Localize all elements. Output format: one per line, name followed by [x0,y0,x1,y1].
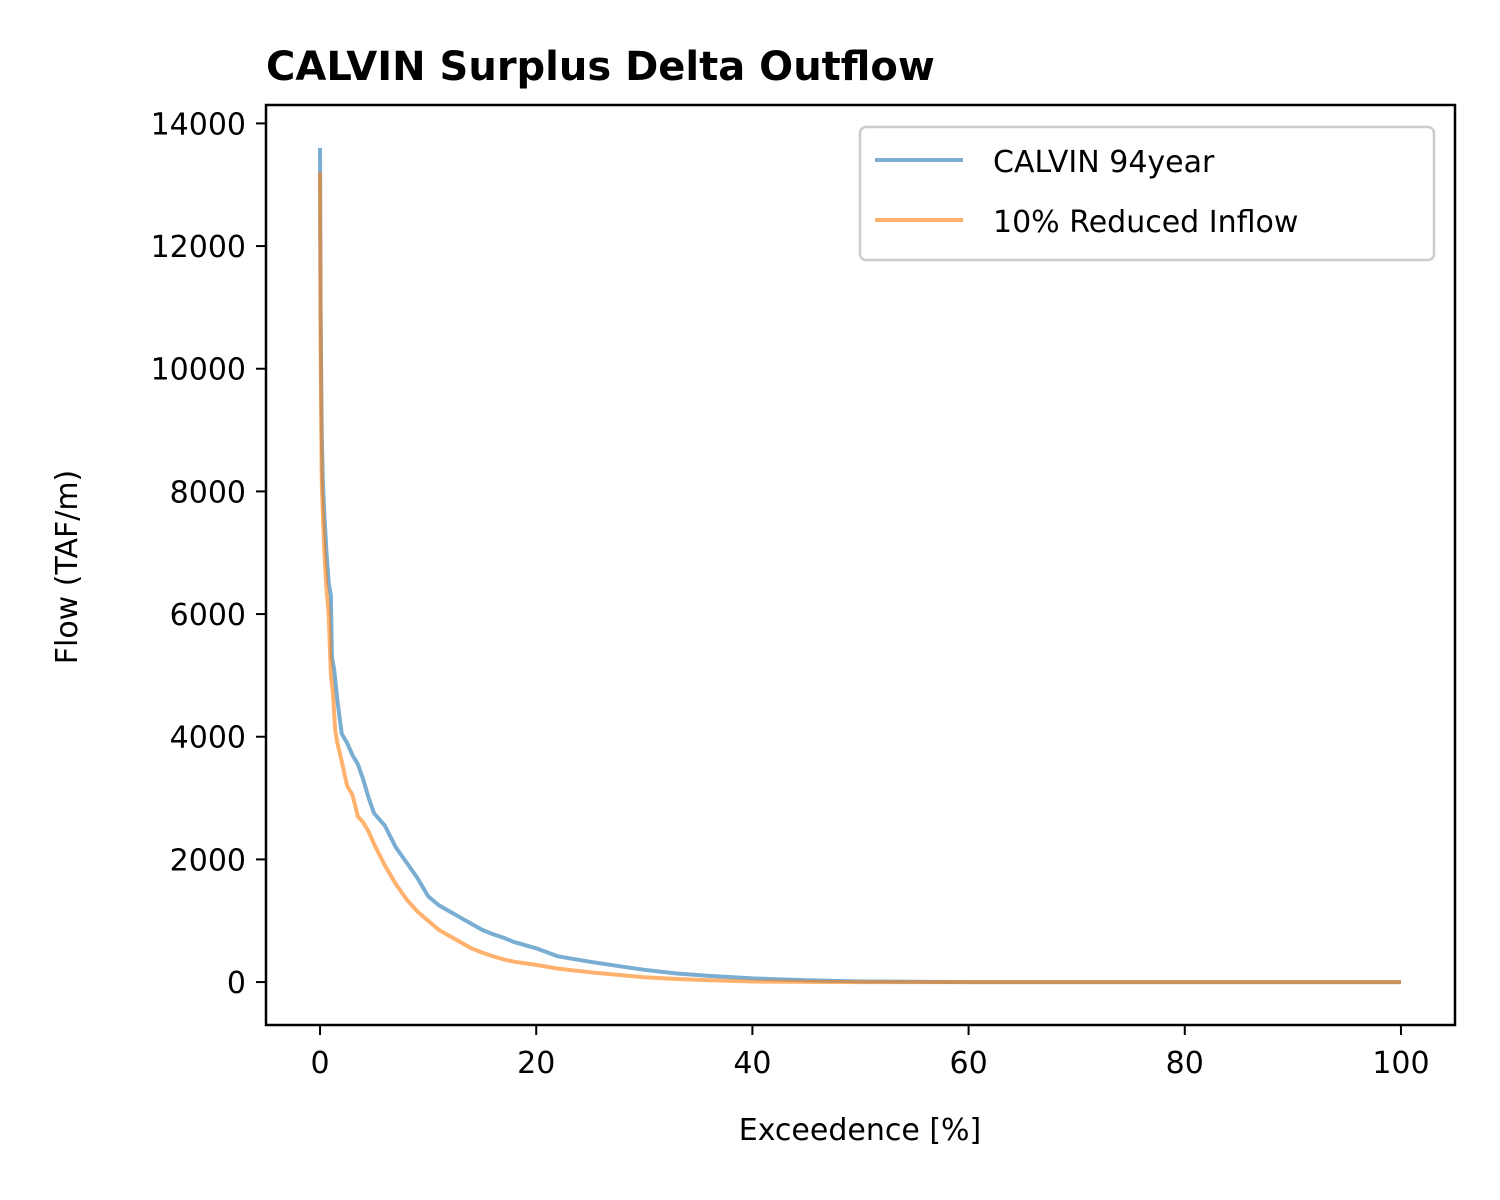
x-tick-label: 40 [733,1046,771,1081]
chart-title: CALVIN Surplus Delta Outflow [266,44,935,90]
x-tick-label: 20 [517,1046,555,1081]
plot-frame [264,103,1457,1027]
y-tick-label: 0 [227,966,246,1001]
y-axis-label: Flow (TAF/m) [50,470,85,665]
legend-label-calvin-94year: CALVIN 94year [993,145,1215,180]
y-tick-label: 8000 [170,475,246,510]
x-tick-label: 100 [1372,1046,1429,1081]
y-tick-label: 12000 [151,230,246,265]
x-axis-ticks: 0 20 40 60 80 100 [310,1025,1430,1081]
x-tick-label: 60 [949,1046,987,1081]
x-tick-label: 0 [310,1046,329,1081]
y-tick-label: 2000 [170,843,246,878]
legend-label-reduced-inflow: 10% Reduced Inflow [993,205,1298,240]
plot-lines [318,147,1401,985]
y-tick-label: 10000 [151,353,246,388]
y-axis-ticks: 0 2000 4000 6000 8000 10000 12000 14000 [151,107,266,1001]
x-tick-label: 80 [1166,1046,1204,1081]
legend: CALVIN 94year 10% Reduced Inflow [858,125,1436,262]
y-tick-label: 6000 [170,598,246,633]
y-tick-label: 14000 [151,107,246,142]
x-axis-label: Exceedence [%] [739,1113,982,1148]
y-tick-label: 4000 [170,721,246,756]
legend-box [858,125,1436,262]
series-line-1 [318,172,1401,985]
